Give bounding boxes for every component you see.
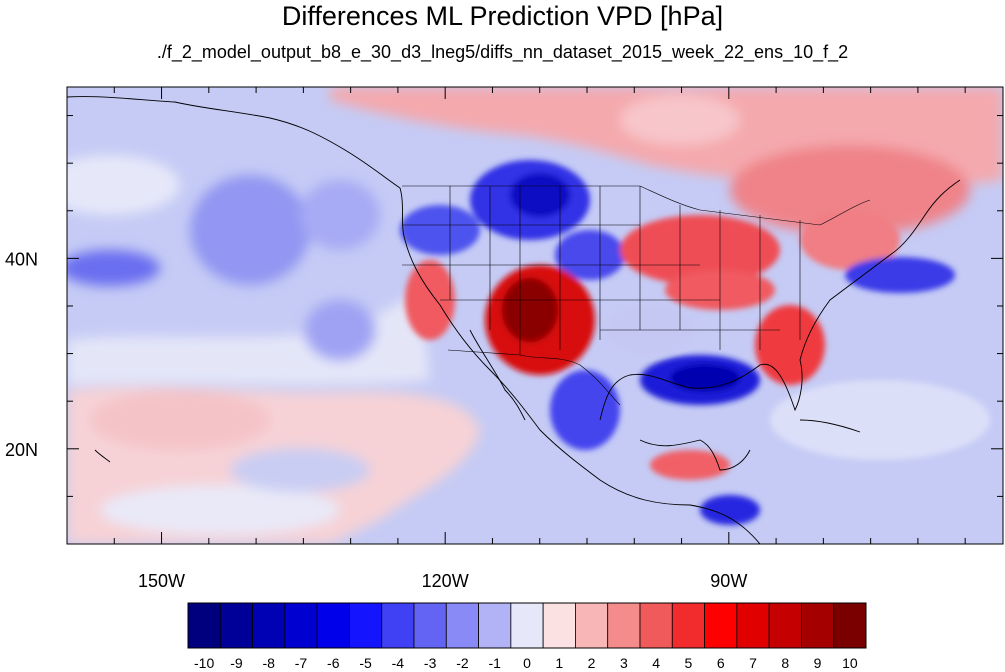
coastline-north-america-west	[67, 96, 761, 544]
colorbar-label: 0	[523, 655, 531, 671]
colorbar-swatch	[833, 602, 867, 649]
colorbar-label: -2	[456, 655, 469, 671]
red-patch-northeast	[800, 210, 900, 270]
colorbar-swatch	[219, 602, 253, 649]
colorbar-swatch	[639, 602, 673, 649]
state-borders-west	[449, 186, 641, 355]
colorbar-label: -4	[392, 655, 405, 671]
blue-patch-pacific-nw	[400, 205, 480, 255]
colorbar-swatch	[316, 602, 350, 649]
colorbar-label: -5	[359, 655, 372, 671]
contour-field	[67, 87, 1003, 544]
blue-patch-atlantic	[845, 257, 955, 293]
map-panel: 150W 120W 90W 40N 20N	[5, 86, 1004, 591]
red-core-arizona	[502, 278, 558, 342]
blue-patch-west-pacific	[67, 250, 160, 286]
blue-patch-central-america	[700, 495, 760, 525]
colorbar-label: -10	[194, 655, 214, 671]
x-tick-label: 120W	[422, 571, 469, 591]
colorbar-label: -7	[295, 655, 308, 671]
x-tick-label: 150W	[138, 571, 185, 591]
coastline-yucatan	[639, 439, 751, 471]
colorbar-swatch	[413, 602, 447, 649]
red-patch-labrador	[730, 145, 970, 235]
colorbar-label: -8	[262, 655, 275, 671]
colorbar-swatch	[349, 602, 383, 649]
y-tick-label: 40N	[5, 249, 38, 269]
colorbar-swatch	[284, 602, 318, 649]
colorbar-label: 4	[652, 655, 660, 671]
red-patch-southeast	[755, 305, 825, 385]
colorbar-label: 7	[749, 655, 757, 671]
colorbar-label: -6	[327, 655, 340, 671]
colorbar-swatch	[607, 602, 641, 649]
red-patch-california	[405, 260, 455, 340]
colorbar-label: -3	[424, 655, 437, 671]
colorbar-swatch	[252, 602, 286, 649]
blue-patch-mexico	[550, 370, 620, 450]
x-tick-label: 90W	[710, 571, 747, 591]
colorbar-swatch	[801, 602, 835, 649]
blue-patch-offshore	[305, 300, 375, 360]
pale-band-mid-pacific	[67, 290, 430, 385]
colorbar-swatch	[542, 602, 576, 649]
colorbar-swatch	[445, 602, 479, 649]
colorbar-swatch	[510, 602, 544, 649]
colorbar-swatch	[671, 602, 705, 649]
y-tick-label: 20N	[5, 440, 38, 460]
blue-core-montana	[510, 173, 570, 217]
border-us-canada	[402, 185, 871, 226]
coastline-gulf	[599, 179, 961, 421]
colorbar-label: 9	[814, 655, 822, 671]
colorbar-swatch	[478, 602, 512, 649]
colorbar-outline	[187, 602, 867, 649]
blue-patch-gulf-of-alaska	[300, 180, 380, 250]
coastline-hawaii	[94, 449, 111, 463]
colorbar-swatch	[768, 602, 802, 649]
pale-patch-hudson	[620, 95, 740, 145]
colorbar-label: -1	[488, 655, 501, 671]
pale-patch-south	[100, 485, 340, 535]
colorbar-swatch	[187, 602, 221, 649]
coastline-baja	[469, 329, 526, 421]
colorbar-label: 5	[685, 655, 693, 671]
border-us-mexico	[447, 349, 621, 406]
colorbar-label: 8	[781, 655, 789, 671]
cool-patch-south-pacific	[230, 448, 370, 492]
colorbar-label: 1	[555, 655, 563, 671]
state-borders-east	[679, 205, 801, 350]
colorbar: -10 -9 -8 -7 -6 -5 -4 -3 -2 -1 0 1 2 3 4 5 6 7 8 9 10	[187, 602, 867, 671]
red-patch-mexico-south	[650, 450, 730, 480]
blue-patch-plains	[555, 230, 625, 280]
coastline-cuba	[799, 419, 861, 433]
colorbar-label: 2	[588, 655, 596, 671]
colorbar-label: 10	[842, 655, 858, 671]
colorbar-label: -9	[230, 655, 243, 671]
figure-subtitle: ./f_2_model_output_b8_e_30_d3_lneg5/diff…	[156, 42, 849, 62]
colorbar-swatch	[704, 602, 738, 649]
state-borders-horizontal	[402, 224, 780, 331]
figure-title: Differences ML Prediction VPD [hPa]	[281, 1, 724, 31]
colorbar-swatch	[736, 602, 770, 649]
blue-patch-central-pacific	[190, 175, 310, 285]
map-frame	[66, 86, 1004, 545]
warm-patch-hawaii	[90, 390, 270, 450]
red-patch-great-lakes	[620, 215, 780, 285]
axis-ticks	[66, 87, 1003, 545]
colorbar-swatch	[575, 602, 609, 649]
political-borders	[402, 185, 871, 406]
colorbar-swatch	[381, 602, 415, 649]
coastlines	[67, 96, 961, 544]
pale-band-north-pacific	[67, 155, 180, 215]
axis-tick-labels: 150W 120W 90W 40N 20N	[5, 249, 747, 591]
pale-patch-caribbean	[770, 380, 990, 460]
colorbar-label: 6	[717, 655, 725, 671]
colorbar-label: 3	[620, 655, 628, 671]
